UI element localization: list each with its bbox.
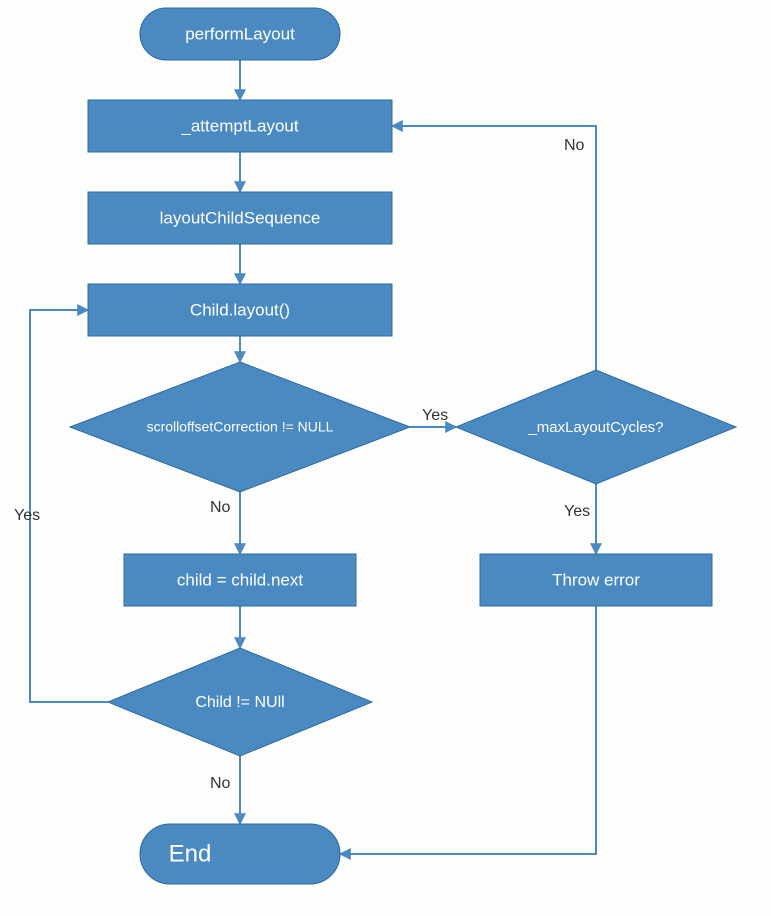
node-childnull: Child != NUll	[108, 648, 372, 756]
edge-label-childnull-childlayout: Yes	[14, 507, 40, 524]
edge-label-maxcycles-throwerr: Yes	[564, 503, 590, 520]
node-label-attempt: _attemptLayout	[180, 116, 298, 135]
edge-label-scrollcheck-maxcycles: Yes	[422, 407, 448, 424]
node-label-maxcycles: _maxLayoutCycles?	[527, 419, 663, 436]
node-childlayout: Child.layout()	[88, 284, 392, 336]
edge-label-scrollcheck-childnext: No	[210, 499, 231, 516]
node-end: End	[140, 824, 340, 884]
node-attempt: _attemptLayout	[88, 100, 392, 152]
node-label-childnext: child = child.next	[177, 570, 303, 589]
node-throwerr: Throw error	[480, 554, 712, 606]
node-maxcycles: _maxLayoutCycles?	[456, 370, 736, 484]
node-seq: layoutChildSequence	[88, 192, 392, 244]
edge-maxcycles-attempt	[392, 126, 596, 370]
edge-childnull-childlayout	[30, 310, 108, 702]
node-label-childnull: Child != NUll	[195, 694, 284, 711]
node-start: performLayout	[140, 8, 340, 60]
edge-label-maxcycles-attempt: No	[564, 137, 585, 154]
edge-throwerr-end	[340, 606, 596, 854]
nodes-group: performLayout _attemptLayout layoutChildSe…	[70, 8, 736, 884]
flowchart-canvas: Yes No No Yes Yes No performLayout _attemptLayo…	[0, 0, 771, 916]
node-label-seq: layoutChildSequence	[160, 208, 321, 227]
node-scrollcheck: scrolloffsetCorrection != NULL	[70, 362, 410, 492]
edge-label-childnull-end: No	[210, 775, 231, 792]
node-childnext: child = child.next	[124, 554, 356, 606]
node-label-end: End	[169, 840, 212, 867]
node-label-childlayout: Child.layout()	[190, 300, 290, 319]
node-label-throwerr: Throw error	[552, 570, 640, 589]
node-label-scrollcheck: scrolloffsetCorrection != NULL	[147, 419, 334, 435]
node-label-start: performLayout	[185, 24, 295, 43]
